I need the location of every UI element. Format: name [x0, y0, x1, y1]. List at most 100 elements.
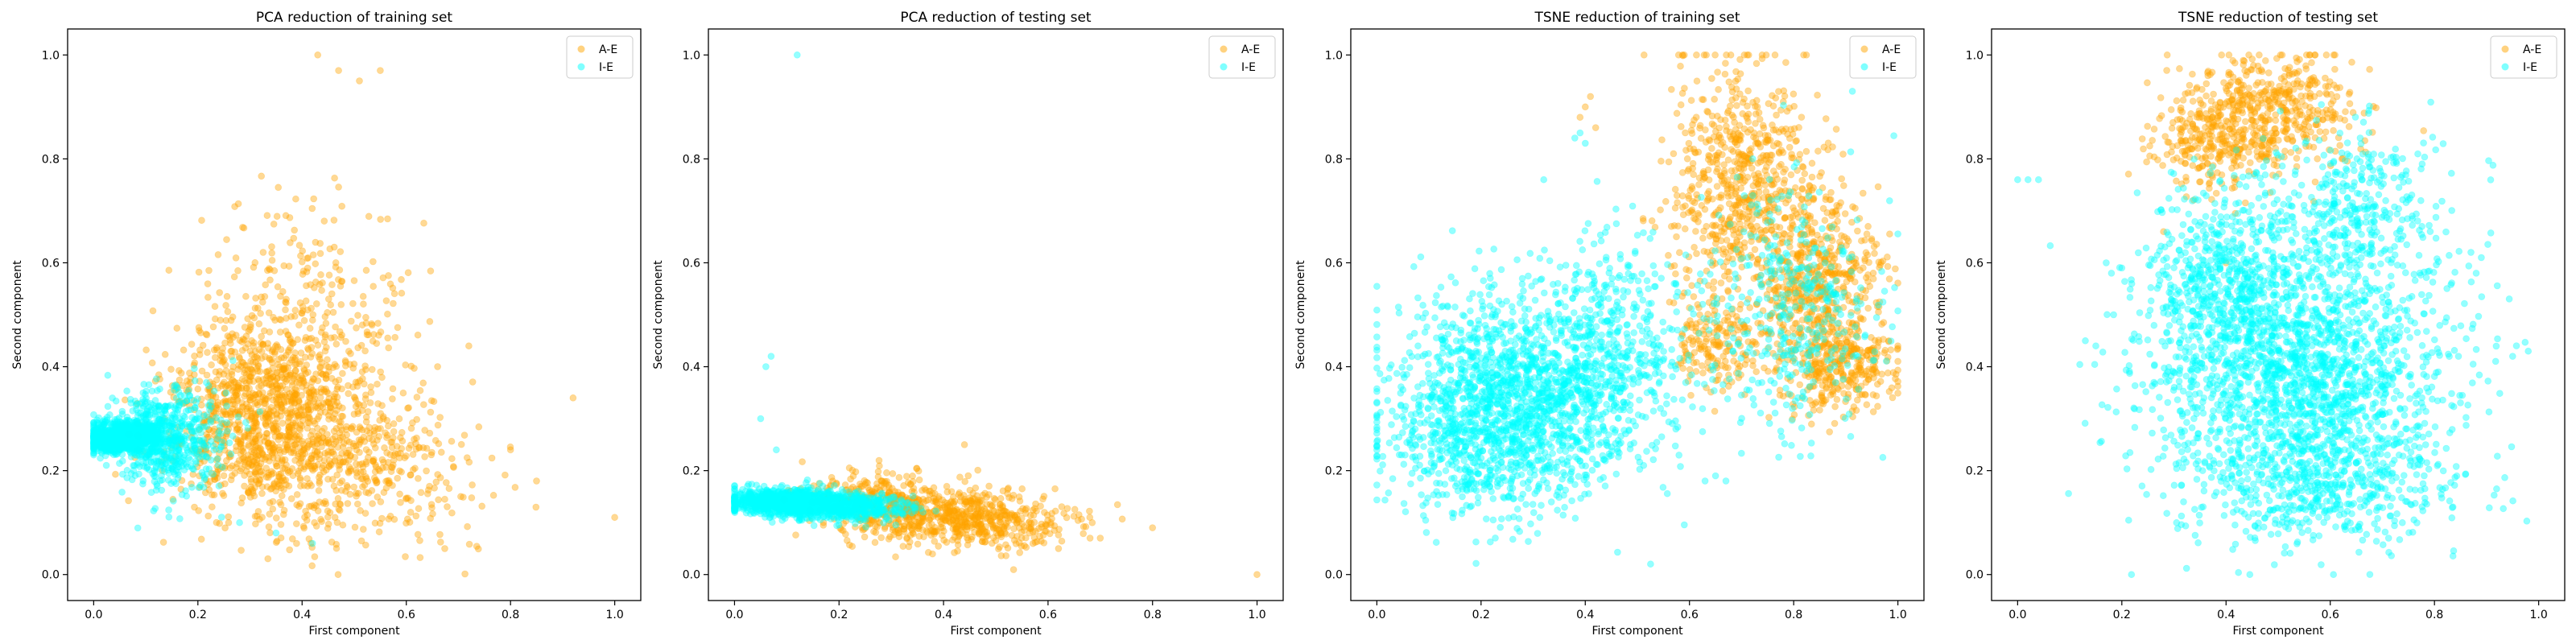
data-point — [275, 432, 283, 440]
data-point — [251, 258, 259, 266]
data-point — [318, 464, 326, 472]
data-point — [222, 316, 230, 324]
data-point — [324, 295, 332, 303]
data-point — [296, 405, 304, 413]
data-point — [270, 420, 278, 427]
data-point — [332, 500, 340, 508]
data-point — [175, 435, 184, 442]
data-point — [473, 543, 481, 550]
data-point — [291, 390, 299, 398]
data-point — [211, 431, 219, 439]
data-point — [402, 519, 410, 527]
data-point — [376, 519, 384, 527]
y-axis-label: Second component — [11, 260, 24, 369]
data-point — [396, 490, 404, 498]
data-point — [311, 395, 319, 402]
data-point — [311, 518, 319, 526]
x-tick-label: 0.6 — [398, 609, 415, 621]
data-point — [251, 513, 259, 520]
data-point — [188, 434, 196, 441]
data-point — [258, 450, 266, 458]
data-point — [241, 431, 249, 440]
data-point — [279, 287, 287, 295]
data-point — [202, 330, 210, 338]
data-point — [139, 477, 147, 485]
data-point — [309, 311, 317, 319]
data-point — [311, 553, 319, 560]
data-point — [943, 488, 952, 496]
data-point — [216, 423, 224, 431]
data-point — [280, 398, 288, 406]
data-point — [415, 444, 423, 452]
legend-label: A-E — [599, 43, 617, 56]
data-point — [242, 361, 250, 369]
data-point — [301, 353, 309, 361]
data-point — [1038, 520, 1046, 528]
data-point — [177, 436, 185, 444]
data-point — [190, 397, 198, 404]
data-point — [308, 344, 316, 351]
data-point — [297, 349, 305, 357]
data-point — [318, 287, 326, 295]
data-point — [251, 432, 259, 440]
data-point — [303, 345, 312, 353]
data-point — [226, 336, 234, 344]
data-point — [220, 472, 228, 480]
data-point — [1040, 539, 1048, 547]
data-point — [102, 461, 110, 469]
data-point — [250, 492, 258, 500]
data-point — [310, 504, 318, 512]
data-point — [261, 456, 269, 463]
data-point — [220, 378, 228, 386]
data-point — [223, 292, 231, 300]
data-point — [886, 533, 894, 540]
data-point — [229, 378, 237, 386]
data-point — [213, 469, 221, 477]
y-tick-label: 0.6 — [42, 257, 60, 270]
data-point — [252, 423, 260, 430]
data-point — [469, 481, 476, 489]
data-point — [273, 462, 281, 470]
data-point — [892, 553, 899, 561]
data-point — [277, 371, 285, 379]
data-point — [349, 383, 357, 391]
data-point — [156, 375, 164, 383]
data-point — [324, 390, 332, 398]
data-point — [341, 358, 349, 366]
data-point — [276, 481, 284, 489]
data-point — [242, 344, 250, 352]
data-point — [264, 555, 272, 563]
data-point — [277, 401, 285, 408]
data-point — [233, 425, 242, 432]
data-point — [278, 477, 286, 485]
data-point — [344, 382, 352, 390]
data-point — [295, 468, 303, 475]
data-point — [302, 402, 310, 410]
data-point — [384, 215, 391, 223]
data-point — [231, 401, 239, 408]
data-point — [109, 434, 118, 442]
data-point — [339, 412, 347, 420]
data-point — [247, 373, 255, 380]
data-point — [415, 505, 423, 513]
data-point — [273, 375, 281, 383]
data-point — [416, 537, 423, 544]
data-point — [374, 320, 382, 328]
data-point — [251, 484, 258, 491]
data-point — [843, 537, 851, 544]
data-point — [167, 365, 175, 374]
data-point — [241, 472, 249, 479]
data-point — [246, 373, 254, 381]
data-point — [237, 440, 245, 448]
data-point — [249, 438, 257, 446]
data-point — [220, 419, 228, 427]
data-point — [1021, 526, 1028, 535]
data-point — [210, 491, 218, 499]
data-point — [295, 398, 303, 407]
data-point — [792, 531, 799, 539]
data-point — [221, 423, 229, 431]
data-point — [320, 456, 328, 464]
data-point — [287, 437, 295, 445]
data-point — [262, 419, 270, 427]
data-point — [253, 459, 261, 467]
